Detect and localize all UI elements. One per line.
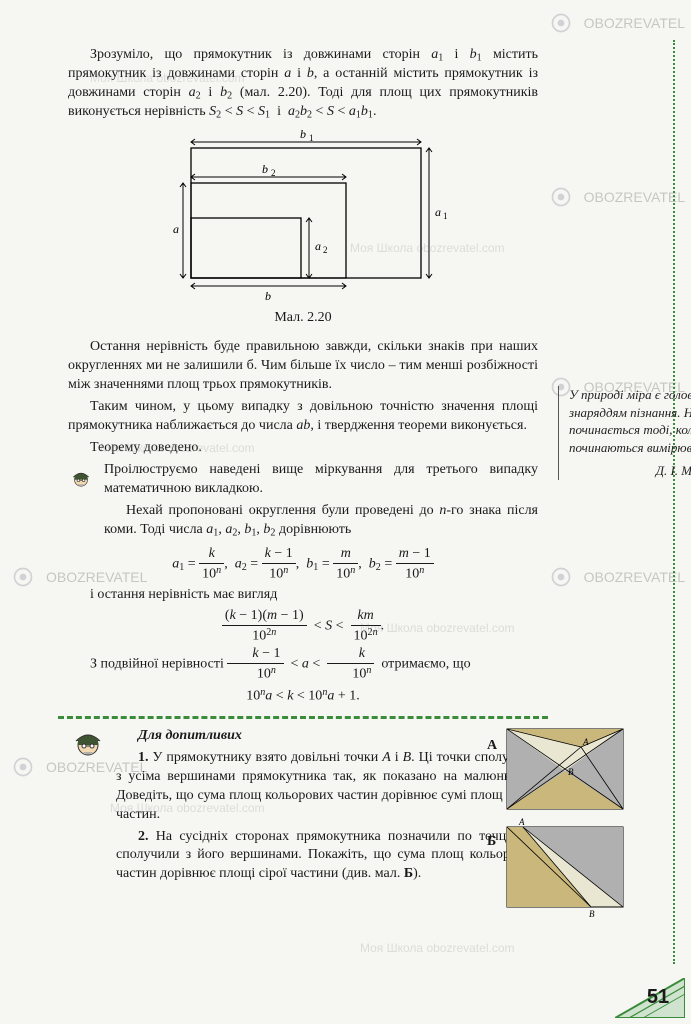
body-text: Нехай пропоновані округлення були провед… — [104, 502, 538, 540]
svg-text:A: A — [518, 817, 525, 827]
problem-text: 2. На сусідніх сторонах прямокутника поз… — [116, 828, 538, 885]
body-text: Таким чином, у цьому випадку з довільною… — [68, 398, 538, 436]
body-text: Проілюструємо наведені вище міркування д… — [104, 461, 538, 499]
svg-text:a: a — [173, 222, 179, 236]
body-text: З подвійної нерівності k − 110n < a < k1… — [68, 647, 538, 682]
figure-letter-b: Б — [487, 833, 496, 852]
svg-text:1: 1 — [309, 133, 314, 143]
svg-text:2: 2 — [271, 168, 276, 178]
professor-icon — [68, 727, 108, 767]
quote-text: У природі міра є головним знаряддям пізн… — [569, 387, 691, 455]
math-display: 10na < k < 10na + 1. — [68, 686, 538, 706]
figure-caption: Мал. 2.20 — [68, 309, 538, 328]
curious-section: Для допитливих 1. У прямокутнику взято д… — [68, 727, 538, 887]
svg-text:a: a — [435, 205, 441, 219]
svg-text:a: a — [315, 239, 321, 253]
curious-title: Для допитливих — [116, 727, 538, 746]
content-area: Зрозуміло, що прямокутник із довжинами с… — [68, 46, 659, 994]
svg-text:b: b — [265, 289, 271, 303]
svg-text:b: b — [300, 128, 306, 141]
page: Моя Школа obozrevatel.com Моя Школа oboz… — [0, 0, 691, 1024]
svg-text:1: 1 — [443, 211, 448, 221]
right-dotted-border — [673, 40, 675, 964]
side-quote: У природі міра є головним знаряддям пізн… — [558, 386, 691, 480]
problem-text: 1. У прямокутнику взято довільні точки A… — [116, 749, 538, 825]
quote-attribution: Д. І. Менделєєв — [569, 462, 691, 480]
professor-icon — [68, 461, 94, 501]
svg-text:B: B — [568, 767, 574, 777]
obozrevatel-text: OBOZREVATEL — [584, 14, 685, 33]
main-column: Зрозуміло, що прямокутник із довжинами с… — [68, 46, 538, 887]
math-display: a1 = k10n, a2 = k − 110n, b1 = m10n, b2 … — [68, 547, 538, 582]
obozrevatel-logo: OBOZREVATEL — [544, 6, 685, 40]
page-number: 51 — [639, 984, 677, 1014]
body-text: Остання нерівність буде правильною завжд… — [68, 338, 538, 395]
body-text: і остання нерівність має вигляд — [68, 586, 538, 605]
body-text: Зрозуміло, що прямокутник із довжинами с… — [68, 46, 538, 122]
svg-text:A: A — [582, 737, 589, 747]
figures-a-b: А Б A B — [505, 727, 625, 924]
svg-text:b: b — [262, 162, 268, 176]
figure-letter-a: А — [487, 737, 497, 756]
body-text: Теорему доведено. — [68, 439, 538, 458]
illustration-block: Проілюструємо наведені вище міркування д… — [68, 461, 538, 543]
figure-2-20: b 1 b 2 a 1 — [153, 128, 453, 303]
dashed-separator-green — [58, 716, 548, 719]
svg-text:B: B — [589, 909, 595, 917]
svg-text:2: 2 — [323, 245, 328, 255]
math-display: (k − 1)(m − 1)102n < S < km102n. — [68, 609, 538, 644]
